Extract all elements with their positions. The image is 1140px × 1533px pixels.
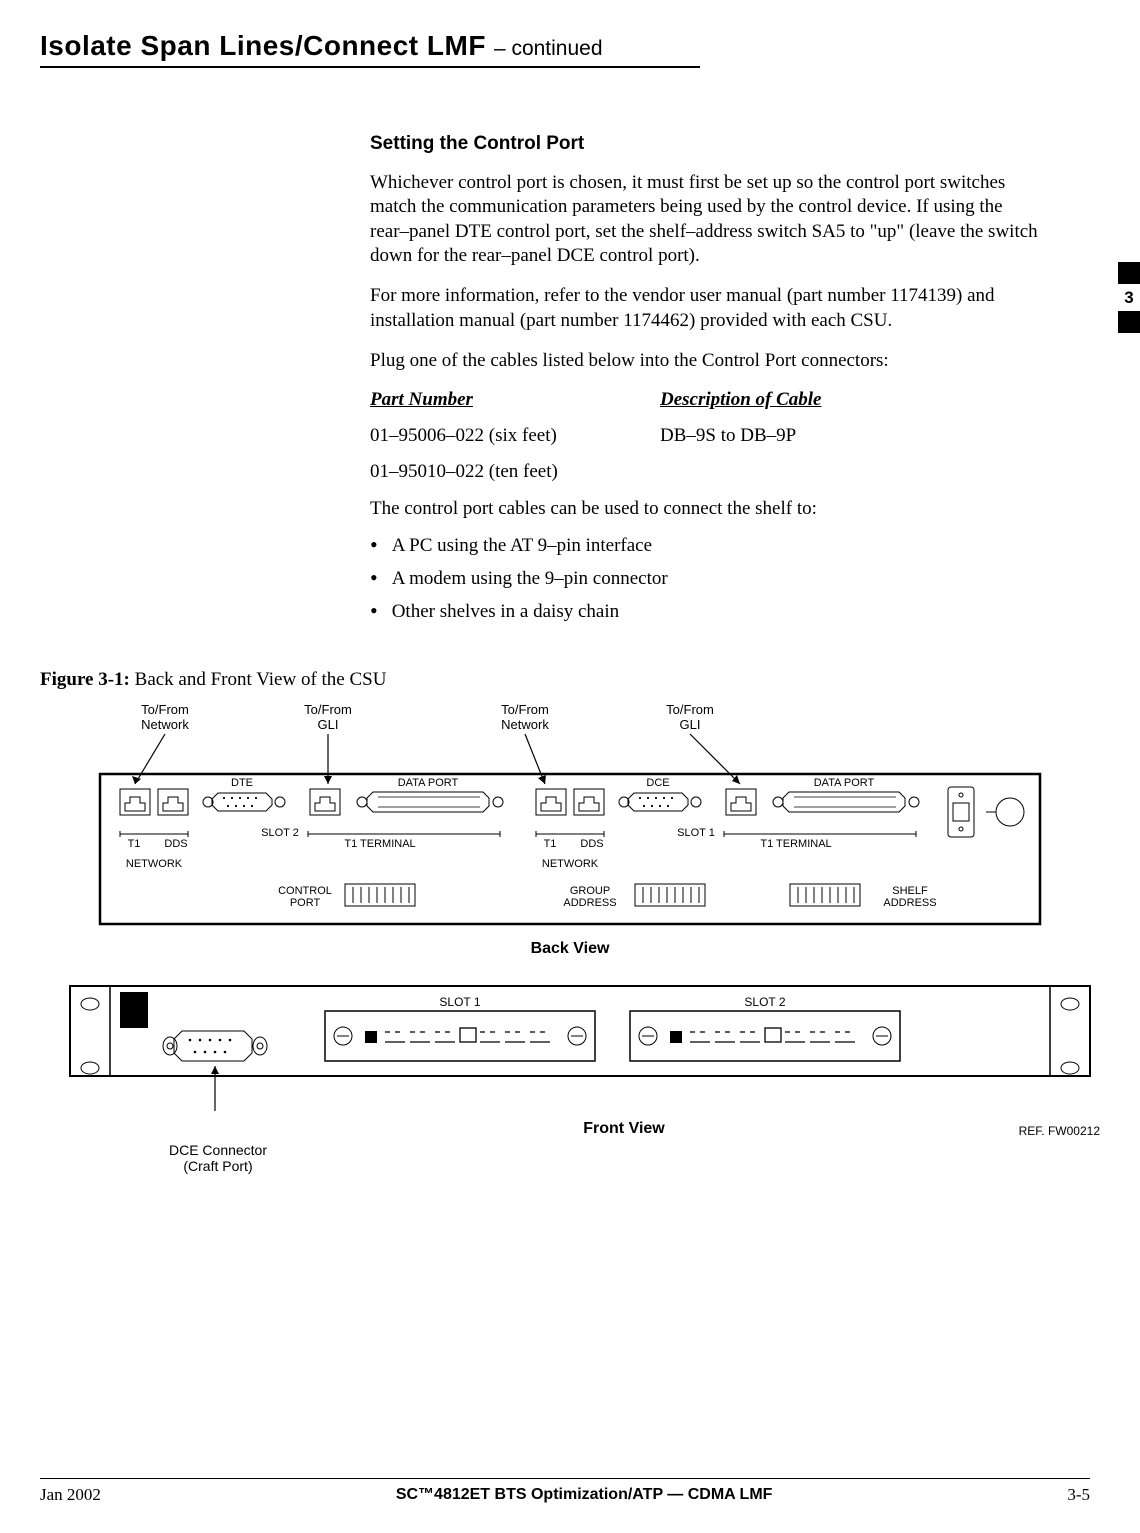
tab-number: 3 [1118, 288, 1140, 308]
svg-text:NETWORK: NETWORK [542, 858, 599, 870]
parts-row-1: 01–95006–022 (six feet) DB–9S to DB–9P [370, 425, 1040, 447]
svg-text:DCE: DCE [646, 777, 669, 789]
svg-text:ADDRESS: ADDRESS [883, 897, 936, 909]
figure-ref: REF. FW00212 [950, 1124, 1100, 1138]
front-view-svg: SLOT 1 SLOT 2 [60, 976, 1100, 1116]
dce-line1: DCE Connector [169, 1142, 267, 1158]
lbl-tofrom3: To/From [501, 702, 549, 717]
svg-text:T1: T1 [128, 838, 141, 850]
page: Isolate Span Lines/Connect LMF – continu… [0, 0, 1140, 1533]
page-footer: Jan 2002 SC™4812ET BTS Optimization/ATP … [40, 1478, 1090, 1505]
lbl-network2: Network [501, 717, 549, 732]
lbl-gli2: GLI [680, 717, 701, 732]
svg-text:GROUP: GROUP [570, 885, 610, 897]
bullet-3: Other shelves in a daisy chain [370, 594, 1040, 627]
paragraph-4: The control port cables can be used to c… [370, 497, 1040, 521]
paragraph-3: Plug one of the cables listed below into… [370, 349, 1040, 373]
parts-table-header: Part Number Description of Cable [370, 389, 1040, 411]
svg-text:DDS: DDS [580, 838, 603, 850]
back-view-diagram: To/From Network To/From GLI To/From Netw… [90, 699, 1050, 934]
lbl-gli: GLI [318, 717, 339, 732]
section-heading: Setting the Control Port [370, 133, 1040, 155]
svg-text:DDS: DDS [164, 838, 187, 850]
svg-text:SHELF: SHELF [892, 885, 928, 897]
svg-text:SLOT 2: SLOT 2 [744, 995, 785, 1009]
lbl-tofrom: To/From [141, 702, 189, 717]
svg-text:PORT: PORT [290, 897, 321, 909]
parts-row1-c1: 01–95006–022 (six feet) [370, 425, 660, 447]
parts-col2-header: Description of Cable [660, 389, 822, 411]
svg-text:CONTROL: CONTROL [278, 885, 332, 897]
svg-text:ADDRESS: ADDRESS [563, 897, 616, 909]
parts-row1-c2: DB–9S to DB–9P [660, 425, 796, 447]
lbl-tofrom2: To/From [304, 702, 352, 717]
tab-bar-top [1118, 262, 1140, 284]
tab-bar-bottom [1118, 311, 1140, 333]
paragraph-2: For more information, refer to the vendo… [370, 284, 1040, 333]
parts-col1-header: Part Number [370, 389, 660, 411]
svg-text:NETWORK: NETWORK [126, 858, 183, 870]
svg-text:DATA PORT: DATA PORT [814, 777, 875, 789]
bullet-1: A PC using the AT 9–pin interface [370, 528, 1040, 561]
back-view-svg: To/From Network To/From GLI To/From Netw… [90, 699, 1050, 934]
svg-text:T1: T1 [544, 838, 557, 850]
footer-page: 3-5 [1067, 1485, 1090, 1505]
front-view-label: Front View [298, 1120, 950, 1138]
page-title-continued: – continued [494, 37, 603, 61]
footer-date: Jan 2002 [40, 1485, 101, 1505]
lbl-tofrom4: To/From [666, 702, 714, 717]
parts-row2-c1: 01–95010–022 (ten feet) [370, 461, 660, 483]
svg-text:SLOT 2: SLOT 2 [261, 827, 299, 839]
body-content: Setting the Control Port Whichever contr… [370, 133, 1040, 627]
chapter-tab: 3 [1118, 262, 1140, 337]
footer-title: SC™4812ET BTS Optimization/ATP — CDMA LM… [396, 1486, 773, 1504]
lbl-network: Network [141, 717, 189, 732]
dce-line2: (Craft Port) [183, 1158, 252, 1174]
parts-row-2: 01–95010–022 (ten feet) [370, 461, 1040, 483]
front-view-diagram: SLOT 1 SLOT 2 [60, 976, 1100, 1116]
svg-text:DTE: DTE [231, 777, 253, 789]
svg-text:SLOT 1: SLOT 1 [677, 827, 715, 839]
figure-caption-bold: Figure 3-1: [40, 669, 130, 690]
svg-text:SLOT 1: SLOT 1 [439, 995, 480, 1009]
svg-text:DATA PORT: DATA PORT [398, 777, 459, 789]
figure-caption-text: Back and Front View of the CSU [130, 669, 387, 690]
footer-rule [40, 1478, 1090, 1479]
paragraph-1: Whichever control port is chosen, it mus… [370, 171, 1040, 268]
page-title-row: Isolate Span Lines/Connect LMF – continu… [40, 30, 1080, 62]
bullet-2: A modem using the 9–pin connector [370, 561, 1040, 594]
back-view-label: Back View [90, 940, 1050, 958]
title-rule [40, 66, 700, 68]
dce-connector-label: DCE Connector (Craft Port) [138, 1142, 298, 1176]
front-view-under: DCE Connector (Craft Port) Front View RE… [60, 1116, 1100, 1176]
bullet-list: A PC using the AT 9–pin interface A mode… [370, 528, 1040, 627]
svg-text:T1 TERMINAL: T1 TERMINAL [760, 838, 831, 850]
page-title: Isolate Span Lines/Connect LMF [40, 30, 486, 62]
svg-text:T1 TERMINAL: T1 TERMINAL [344, 838, 415, 850]
figure-caption: Figure 3-1: Back and Front View of the C… [40, 669, 1080, 691]
